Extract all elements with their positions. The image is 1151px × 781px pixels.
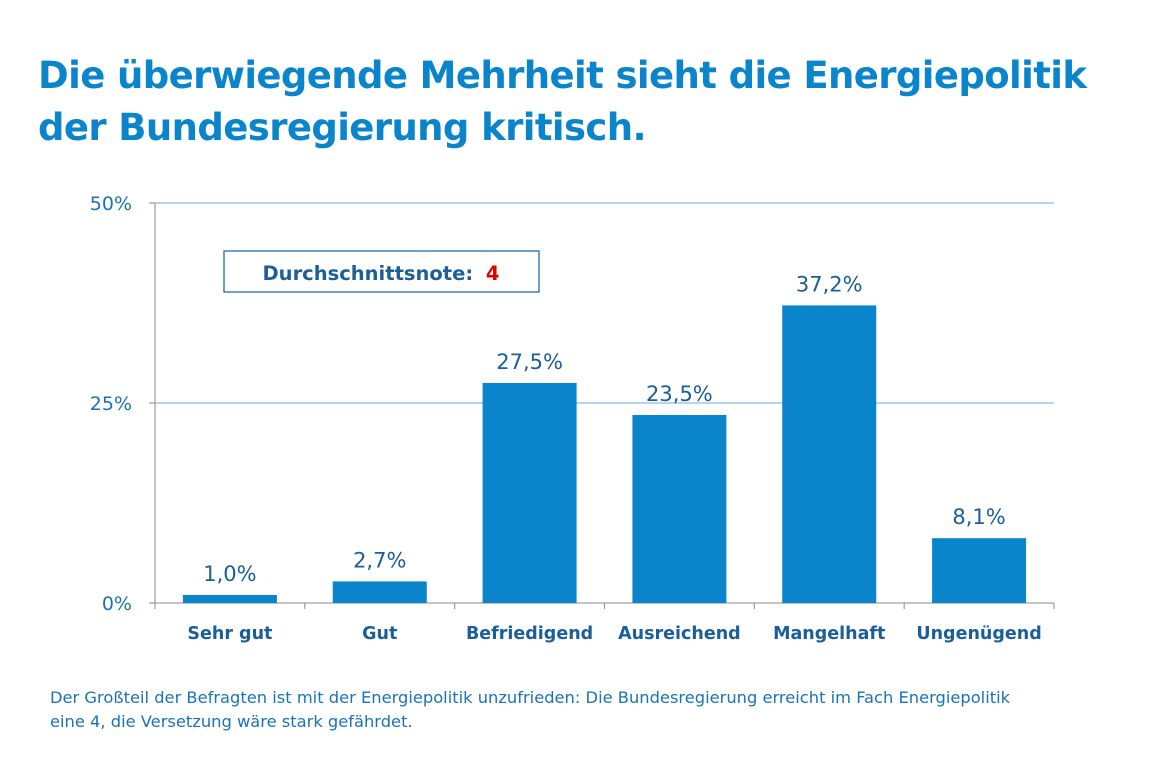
average-grade-box-frame xyxy=(223,250,540,293)
caption-line-1: Der Großteil der Befragten ist mit der E… xyxy=(50,688,1011,707)
average-grade-label: Durchschnittsnote: xyxy=(263,262,474,285)
bar xyxy=(182,595,277,603)
bar-value-label: 27,5% xyxy=(496,350,563,374)
chart-title: Die überwiegende Mehrheit sieht die Ener… xyxy=(38,50,1118,154)
value-labels: 1,0% 2,7% 27,5% 23,5% 37,2% 8,1% xyxy=(203,272,1006,586)
bar-value-label: 1,0% xyxy=(203,562,256,586)
y-tick-label: 25% xyxy=(90,393,132,415)
x-category-label: Gut xyxy=(362,624,397,644)
bar xyxy=(332,581,427,603)
y-axis-ticks: 0% 25% 50% xyxy=(90,193,155,615)
chart-caption: Der Großteil der Befragten ist mit der E… xyxy=(50,686,1110,734)
bars xyxy=(182,305,1027,603)
average-grade-value: 4 xyxy=(486,262,500,285)
bar-value-label: 8,1% xyxy=(952,505,1005,529)
average-grade-text: Durchschnittsnote: 4 xyxy=(263,262,500,285)
bar xyxy=(482,383,577,603)
bar xyxy=(932,538,1027,603)
chart-title-line-1: Die überwiegende Mehrheit sieht die Ener… xyxy=(38,54,1087,97)
bar-value-label: 2,7% xyxy=(353,548,406,572)
caption-line-2: eine 4, die Versetzung wäre stark gefähr… xyxy=(50,712,413,731)
bar xyxy=(632,415,727,603)
average-grade-box: Durchschnittsnote: 4 xyxy=(223,250,540,293)
chart-title-line-2: der Bundesregierung kritisch. xyxy=(38,106,647,149)
x-category-label: Ungenügend xyxy=(916,624,1041,644)
y-tick-label: 0% xyxy=(102,593,132,615)
gridlines xyxy=(155,202,1054,404)
x-axis-labels: Sehr gut Gut Befriedigend Ausreichend Mangel… xyxy=(187,624,1041,644)
y-tick-label: 50% xyxy=(90,193,132,215)
x-category-label: Sehr gut xyxy=(187,624,272,644)
bar xyxy=(782,305,877,603)
x-category-label: Ausreichend xyxy=(618,624,741,644)
x-category-label: Mangelhaft xyxy=(773,624,885,644)
bar-value-label: 23,5% xyxy=(646,382,713,406)
bar-value-label: 37,2% xyxy=(796,272,863,296)
x-category-label: Befriedigend xyxy=(466,624,593,644)
